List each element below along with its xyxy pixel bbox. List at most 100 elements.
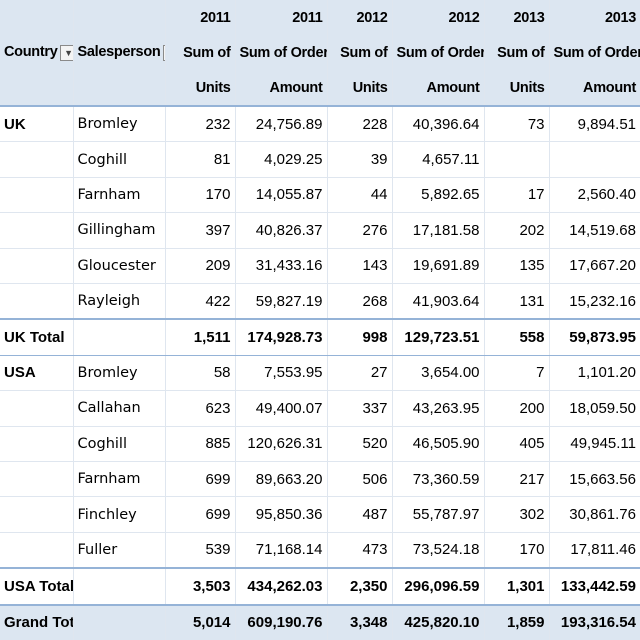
grand-total-value[interactable]: 425,820.10 xyxy=(392,603,485,640)
value-cell[interactable]: 2,560.40 xyxy=(549,177,640,214)
value-cell[interactable]: 59,827.19 xyxy=(235,283,328,320)
value-cell[interactable]: 623 xyxy=(165,390,236,427)
value-cell[interactable]: 31,433.16 xyxy=(235,248,328,284)
value-cell[interactable]: 95,850.36 xyxy=(235,496,328,533)
value-cell[interactable]: 200 xyxy=(484,390,550,427)
grand-total-value[interactable]: 609,190.76 xyxy=(235,603,328,640)
value-cell[interactable]: 473 xyxy=(327,532,393,569)
value-cell[interactable]: 73,360.59 xyxy=(392,461,485,498)
subtotal-empty-cell[interactable] xyxy=(73,567,166,606)
salesperson-cell[interactable]: Coghill xyxy=(73,141,166,178)
value-cell[interactable]: 699 xyxy=(165,496,236,533)
value-cell[interactable]: 43,263.95 xyxy=(392,390,485,427)
table-row[interactable]: Rayleigh 422 59,827.19 268 41,903.64 131… xyxy=(0,283,640,320)
value-cell[interactable]: 17,811.46 xyxy=(549,532,640,569)
table-row[interactable]: Gloucester 209 31,433.16 143 19,691.89 1… xyxy=(0,248,640,284)
grand-total-value[interactable]: 3,348 xyxy=(327,603,393,640)
value-cell[interactable]: 487 xyxy=(327,496,393,533)
value-cell[interactable]: 89,663.20 xyxy=(235,461,328,498)
subtotal-value[interactable]: 296,096.59 xyxy=(392,567,485,606)
value-cell[interactable]: 120,626.31 xyxy=(235,426,328,462)
value-cell[interactable]: 202 xyxy=(484,212,550,249)
country-cell[interactable] xyxy=(0,532,74,569)
value-cell[interactable]: 39 xyxy=(327,141,393,178)
value-cell[interactable]: 73 xyxy=(484,106,550,143)
value-cell[interactable]: 58 xyxy=(165,355,236,392)
value-cell[interactable]: 30,861.76 xyxy=(549,496,640,533)
salesperson-cell[interactable]: Rayleigh xyxy=(73,283,166,320)
value-cell[interactable]: 232 xyxy=(165,106,236,143)
value-cell[interactable]: 17,181.58 xyxy=(392,212,485,249)
value-cell[interactable]: 49,400.07 xyxy=(235,390,328,427)
value-cell[interactable]: 19,691.89 xyxy=(392,248,485,284)
country-cell[interactable] xyxy=(0,248,74,284)
value-cell[interactable]: 46,505.90 xyxy=(392,426,485,462)
value-cell[interactable]: 49,945.11 xyxy=(549,426,640,462)
subtotal-value[interactable]: 3,503 xyxy=(165,567,236,606)
value-cell[interactable]: 520 xyxy=(327,426,393,462)
value-cell[interactable]: 506 xyxy=(327,461,393,498)
value-cell[interactable] xyxy=(484,141,550,178)
value-cell[interactable]: 9,894.51 xyxy=(549,106,640,143)
subtotal-value[interactable]: 2,350 xyxy=(327,567,393,606)
value-cell[interactable]: 276 xyxy=(327,212,393,249)
value-cell[interactable]: 217 xyxy=(484,461,550,498)
table-row[interactable]: Gillingham 397 40,826.37 276 17,181.58 2… xyxy=(0,212,640,249)
value-cell[interactable]: 14,055.87 xyxy=(235,177,328,214)
salesperson-header-cell[interactable]: Salesperson▼ xyxy=(73,35,166,70)
value-cell[interactable]: 337 xyxy=(327,390,393,427)
salesperson-cell[interactable]: Farnham xyxy=(73,461,166,498)
grand-total-value[interactable]: 5,014 xyxy=(165,603,236,640)
country-header-cell[interactable]: Country ▼ xyxy=(0,35,74,70)
value-cell[interactable]: 422 xyxy=(165,283,236,320)
value-cell[interactable]: 55,787.97 xyxy=(392,496,485,533)
salesperson-cell[interactable]: Bromley xyxy=(73,106,166,143)
subtotal-value[interactable]: 174,928.73 xyxy=(235,318,328,356)
subtotal-label[interactable]: USA Total xyxy=(0,567,74,606)
value-cell[interactable]: 885 xyxy=(165,426,236,462)
table-row[interactable]: Farnham 170 14,055.87 44 5,892.65 17 2,5… xyxy=(0,177,640,214)
value-cell[interactable]: 405 xyxy=(484,426,550,462)
value-cell[interactable]: 302 xyxy=(484,496,550,533)
subtotal-value[interactable]: 133,442.59 xyxy=(549,567,640,606)
value-cell[interactable]: 228 xyxy=(327,106,393,143)
value-cell[interactable]: 209 xyxy=(165,248,236,284)
country-cell[interactable] xyxy=(0,390,74,427)
value-cell[interactable]: 40,396.64 xyxy=(392,106,485,143)
subtotal-value[interactable]: 434,262.03 xyxy=(235,567,328,606)
grand-total-value[interactable]: 1,859 xyxy=(484,603,550,640)
subtotal-empty-cell[interactable] xyxy=(73,318,166,356)
filter-dropdown-icon[interactable]: ▼ xyxy=(60,44,72,61)
value-cell[interactable]: 699 xyxy=(165,461,236,498)
value-cell[interactable]: 15,663.56 xyxy=(549,461,640,498)
table-row[interactable]: USA Bromley 58 7,553.95 27 3,654.00 7 1,… xyxy=(0,355,640,392)
table-row[interactable]: Coghill 81 4,029.25 39 4,657.11 xyxy=(0,141,640,178)
salesperson-cell[interactable]: Gloucester xyxy=(73,248,166,284)
value-cell[interactable]: 4,029.25 xyxy=(235,141,328,178)
value-cell[interactable] xyxy=(549,141,640,178)
country-cell[interactable]: USA xyxy=(0,355,74,392)
subtotal-label[interactable]: UK Total xyxy=(0,318,74,356)
salesperson-cell[interactable]: Callahan xyxy=(73,390,166,427)
value-cell[interactable]: 135 xyxy=(484,248,550,284)
table-row[interactable]: Finchley 699 95,850.36 487 55,787.97 302… xyxy=(0,496,640,533)
country-cell[interactable] xyxy=(0,283,74,320)
grand-total-empty-cell[interactable] xyxy=(73,603,166,640)
subtotal-value[interactable]: 129,723.51 xyxy=(392,318,485,356)
value-cell[interactable]: 3,654.00 xyxy=(392,355,485,392)
country-cell[interactable] xyxy=(0,461,74,498)
value-cell[interactable]: 4,657.11 xyxy=(392,141,485,178)
subtotal-value[interactable]: 1,511 xyxy=(165,318,236,356)
value-cell[interactable]: 1,101.20 xyxy=(549,355,640,392)
salesperson-cell[interactable]: Gillingham xyxy=(73,212,166,249)
value-cell[interactable]: 27 xyxy=(327,355,393,392)
table-row[interactable]: Farnham 699 89,663.20 506 73,360.59 217 … xyxy=(0,461,640,498)
salesperson-cell[interactable]: Bromley xyxy=(73,355,166,392)
value-cell[interactable]: 131 xyxy=(484,283,550,320)
value-cell[interactable]: 268 xyxy=(327,283,393,320)
value-cell[interactable]: 18,059.50 xyxy=(549,390,640,427)
value-cell[interactable]: 5,892.65 xyxy=(392,177,485,214)
country-cell[interactable] xyxy=(0,177,74,214)
value-cell[interactable]: 40,826.37 xyxy=(235,212,328,249)
country-cell[interactable] xyxy=(0,212,74,249)
